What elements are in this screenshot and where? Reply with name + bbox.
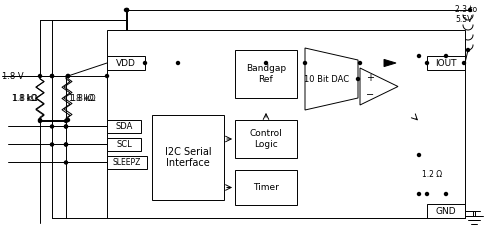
Polygon shape bbox=[305, 48, 358, 110]
Bar bbox=[107, 156, 147, 169]
Circle shape bbox=[426, 192, 429, 195]
Circle shape bbox=[417, 55, 420, 58]
Text: 1.8 V: 1.8 V bbox=[2, 71, 24, 81]
Circle shape bbox=[143, 62, 146, 64]
Bar bbox=[107, 30, 465, 218]
Text: +: + bbox=[366, 73, 374, 83]
Circle shape bbox=[66, 75, 70, 78]
Circle shape bbox=[51, 75, 54, 78]
Bar bbox=[107, 56, 145, 70]
Bar bbox=[107, 120, 141, 133]
Text: 1.8 kΩ: 1.8 kΩ bbox=[69, 94, 94, 103]
Text: Control
Logic: Control Logic bbox=[249, 129, 282, 149]
Circle shape bbox=[38, 119, 42, 122]
Text: Timer: Timer bbox=[253, 183, 279, 192]
Circle shape bbox=[126, 8, 129, 12]
Bar bbox=[235, 120, 297, 158]
Circle shape bbox=[265, 62, 268, 64]
Circle shape bbox=[126, 8, 129, 12]
Circle shape bbox=[51, 143, 54, 146]
Circle shape bbox=[125, 8, 128, 12]
Circle shape bbox=[356, 78, 359, 81]
Polygon shape bbox=[384, 59, 396, 67]
Circle shape bbox=[303, 62, 306, 64]
Bar bbox=[152, 115, 224, 200]
Text: VDD: VDD bbox=[116, 59, 136, 67]
Text: SLEEPZ: SLEEPZ bbox=[113, 158, 141, 167]
Circle shape bbox=[64, 125, 67, 128]
Circle shape bbox=[417, 153, 420, 157]
Circle shape bbox=[444, 55, 447, 58]
Circle shape bbox=[64, 143, 67, 146]
Circle shape bbox=[64, 125, 67, 128]
Text: 1.8 kΩ: 1.8 kΩ bbox=[13, 94, 38, 103]
Text: 1.8 kΩ: 1.8 kΩ bbox=[12, 94, 37, 103]
Circle shape bbox=[463, 62, 465, 64]
Text: −: − bbox=[366, 90, 374, 100]
Circle shape bbox=[51, 75, 54, 78]
Circle shape bbox=[66, 75, 70, 78]
Circle shape bbox=[176, 62, 180, 64]
Circle shape bbox=[38, 120, 42, 123]
Bar bbox=[107, 138, 141, 151]
Text: 1.2 Ω: 1.2 Ω bbox=[422, 170, 442, 179]
Bar bbox=[235, 170, 297, 205]
Circle shape bbox=[64, 143, 67, 146]
Bar bbox=[427, 56, 465, 70]
Circle shape bbox=[64, 120, 67, 123]
Text: Bandgap
Ref: Bandgap Ref bbox=[246, 64, 286, 84]
Text: 10 Bit DAC: 10 Bit DAC bbox=[304, 75, 349, 83]
Circle shape bbox=[417, 192, 420, 195]
Circle shape bbox=[468, 8, 471, 12]
Text: IOUT: IOUT bbox=[435, 59, 457, 67]
Circle shape bbox=[444, 192, 447, 195]
Text: 1.8 kΩ: 1.8 kΩ bbox=[71, 94, 96, 103]
Text: SCL: SCL bbox=[116, 140, 132, 149]
Circle shape bbox=[426, 62, 429, 64]
Circle shape bbox=[106, 75, 109, 78]
Text: GND: GND bbox=[436, 206, 456, 215]
Circle shape bbox=[66, 119, 70, 122]
Text: SDA: SDA bbox=[115, 122, 133, 131]
Text: I2C Serial
Interface: I2C Serial Interface bbox=[164, 147, 211, 168]
Circle shape bbox=[51, 125, 54, 128]
Text: 2.3 to
5.5V: 2.3 to 5.5V bbox=[455, 5, 477, 24]
Circle shape bbox=[466, 48, 469, 52]
Circle shape bbox=[64, 161, 67, 164]
Polygon shape bbox=[360, 68, 398, 105]
Bar bbox=[235, 50, 297, 98]
Circle shape bbox=[38, 75, 42, 78]
Circle shape bbox=[358, 62, 361, 64]
Bar bbox=[427, 204, 465, 218]
